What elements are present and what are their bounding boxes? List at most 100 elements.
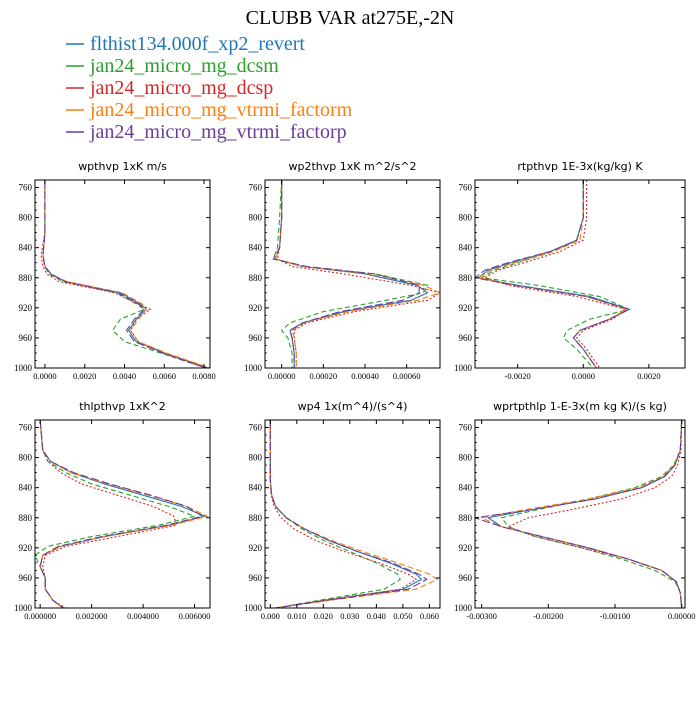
- plot-frame: [264, 179, 441, 369]
- x-tick-label: 0.020: [314, 611, 333, 621]
- panel-title: rtpthvp 1E-3x(kg/kg) K: [517, 160, 643, 173]
- x-tick-label: 0.040: [367, 611, 386, 621]
- y-tick-label: 880: [19, 273, 33, 283]
- y-tick-label: 840: [19, 483, 33, 493]
- x-tick-label: 0.00020: [310, 371, 338, 381]
- y-tick-label: 880: [249, 513, 263, 523]
- x-tick-label: 0.006000: [179, 611, 211, 621]
- y-tick-label: 760: [249, 423, 263, 433]
- x-tick-label: 0.0020: [73, 371, 96, 381]
- y-tick-label: 800: [19, 453, 33, 463]
- y-tick-label: 880: [249, 273, 263, 283]
- y-tick-label: 760: [19, 423, 33, 433]
- x-tick-label: 0.00000: [268, 371, 296, 381]
- y-tick-label: 960: [459, 333, 473, 343]
- y-tick-label: 1000: [244, 363, 263, 373]
- panel-6: wprtpthlp 1-E-3x(m kg K)/(s kg) 760 800 840…: [454, 400, 695, 621]
- x-tick-label: 0.030: [340, 611, 359, 621]
- y-tick-label: 760: [19, 183, 33, 193]
- y-tick-label: 1000: [454, 363, 473, 373]
- series-line: [269, 420, 439, 608]
- x-tick-label: 0.0040: [113, 371, 136, 381]
- series-line: [42, 180, 207, 368]
- x-tick-label: 0.002000: [76, 611, 108, 621]
- series-line: [39, 420, 204, 608]
- legend-entry: flthist134.000f_xp2_revert: [90, 33, 305, 55]
- x-tick-label: 0.0080: [192, 371, 215, 381]
- y-tick-label: 920: [249, 543, 263, 553]
- series-line: [500, 420, 683, 608]
- y-tick-label: 840: [249, 243, 263, 253]
- legend-entry: jan24_micro_mg_vtrmi_factorm: [89, 99, 353, 121]
- y-tick-label: 800: [249, 213, 263, 223]
- plot-frame: [34, 419, 211, 609]
- y-tick-label: 880: [459, 513, 473, 523]
- series-line: [269, 420, 401, 608]
- panel-title: wprtpthlp 1-E-3x(m kg K)/(s kg): [493, 400, 667, 413]
- series-line: [42, 180, 210, 368]
- x-tick-label: 0.000: [261, 611, 280, 621]
- plot-frame: [474, 419, 686, 609]
- series-line: [269, 420, 418, 608]
- y-tick-label: 800: [459, 453, 473, 463]
- y-tick-label: 840: [459, 243, 473, 253]
- series-line: [476, 180, 628, 368]
- panel-5: wp4 1x(m^4)/(s^4)76080084088092096010000…: [244, 400, 441, 621]
- x-tick-label: -0.00100: [600, 611, 630, 621]
- legend-entry: jan24_micro_mg_dcsp: [89, 77, 273, 99]
- x-tick-label: 0.0060: [153, 371, 176, 381]
- y-tick-label: 760: [459, 423, 473, 433]
- series-line: [42, 180, 207, 368]
- panel-2: wp2thvp 1xK m^2/s^2 760 800 840 880 920 960 100…: [244, 160, 441, 381]
- x-tick-label: 0.010: [287, 611, 306, 621]
- figure-title: CLUBB VAR at275E,-2N: [246, 7, 455, 29]
- y-tick-label: 1000: [14, 363, 33, 373]
- x-tick-label: 0.000000: [24, 611, 56, 621]
- y-tick-label: 960: [249, 333, 263, 343]
- y-tick-label: 920: [459, 543, 473, 553]
- y-tick-label: 840: [19, 243, 33, 253]
- series-line: [476, 180, 631, 368]
- y-tick-label: 920: [19, 303, 33, 313]
- y-tick-label: 760: [249, 183, 263, 193]
- x-tick-label: 0.050: [393, 611, 412, 621]
- x-tick-label: 0.060: [420, 611, 439, 621]
- y-tick-label: 920: [459, 303, 473, 313]
- x-tick-label: 0.0020: [637, 371, 660, 381]
- panels: wpthvp 1xK m/s76080084088092096010000.00…: [14, 160, 695, 621]
- panel-title: wp2thvp 1xK m^2/s^2: [288, 160, 416, 173]
- series-line: [272, 180, 420, 368]
- series-line: [39, 420, 207, 608]
- series-line: [483, 180, 628, 368]
- y-tick-label: 960: [19, 573, 33, 583]
- series-line: [272, 180, 429, 368]
- series-line: [276, 180, 440, 368]
- panel-3: rtpthvp 1E-3x(kg/kg) K 760 800 840 880 920 960…: [454, 160, 686, 381]
- series-line: [39, 420, 178, 608]
- y-tick-label: 840: [459, 483, 473, 493]
- series-line: [475, 180, 631, 368]
- x-tick-label: -0.0020: [505, 371, 531, 381]
- series-line: [269, 420, 428, 608]
- legend: flthist134.000f_xp2_revert jan24_micro_mg…: [66, 33, 353, 143]
- series-line: [274, 180, 440, 368]
- x-tick-label: 0.00060: [393, 371, 421, 381]
- y-tick-label: 1000: [454, 603, 473, 613]
- series-line: [479, 180, 631, 368]
- y-tick-label: 880: [459, 273, 473, 283]
- y-tick-label: 800: [459, 213, 473, 223]
- plot-frame: [264, 419, 441, 609]
- series-line: [274, 180, 429, 368]
- y-tick-label: 1000: [14, 603, 33, 613]
- y-tick-label: 880: [19, 513, 33, 523]
- y-tick-label: 800: [19, 213, 33, 223]
- panel-title: wp4 1x(m^4)/(s^4): [298, 400, 408, 413]
- y-tick-label: 920: [249, 303, 263, 313]
- x-tick-label: 0.004000: [127, 611, 159, 621]
- y-tick-label: 960: [19, 333, 33, 343]
- series-line: [475, 420, 683, 608]
- x-tick-label: -0.00200: [533, 611, 563, 621]
- x-tick-label: 0.0000: [572, 371, 595, 381]
